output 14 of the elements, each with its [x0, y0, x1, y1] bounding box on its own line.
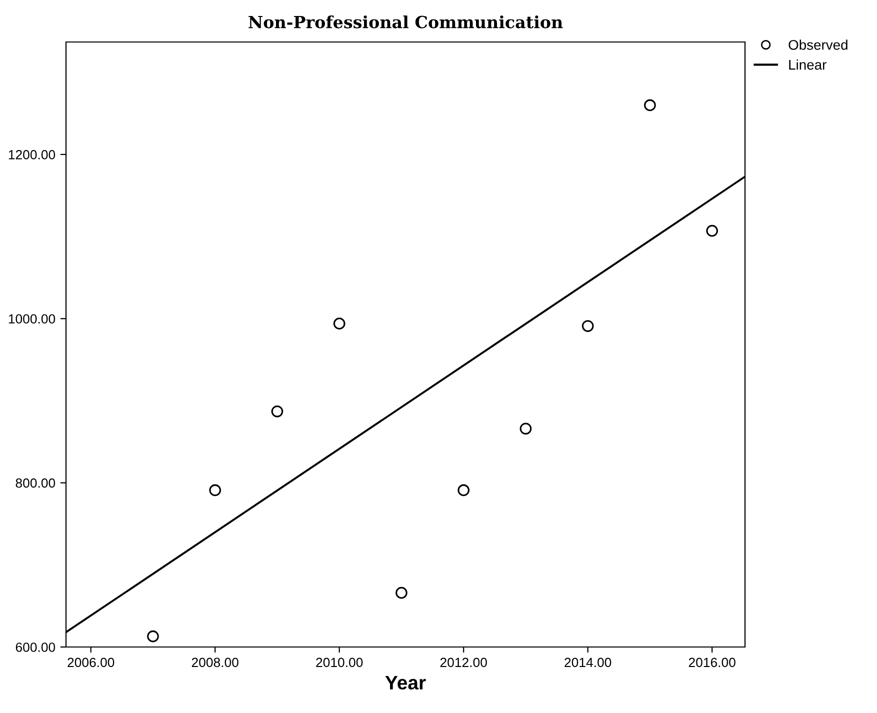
x-tick-label: 2014.00: [564, 658, 612, 668]
x-tick-label: 2008.00: [192, 658, 238, 668]
legend-label: Linear: [789, 60, 826, 70]
chart-title: Non-Professional Communication: [248, 15, 563, 28]
x-tick-label: 2016.00: [688, 658, 736, 668]
legend-label: Observed: [788, 40, 848, 50]
y-tick-label: 1000.00: [8, 314, 56, 324]
y-tick-label: 1200.00: [8, 150, 56, 160]
y-tick-label: 800.00: [16, 478, 56, 488]
y-tick-label: 600.00: [16, 642, 56, 652]
x-tick-label: 2006.00: [68, 658, 114, 668]
x-tick-label: 2010.00: [316, 658, 363, 668]
x-axis-title: Year: [385, 676, 426, 690]
x-tick-label: 2012.00: [440, 658, 487, 668]
